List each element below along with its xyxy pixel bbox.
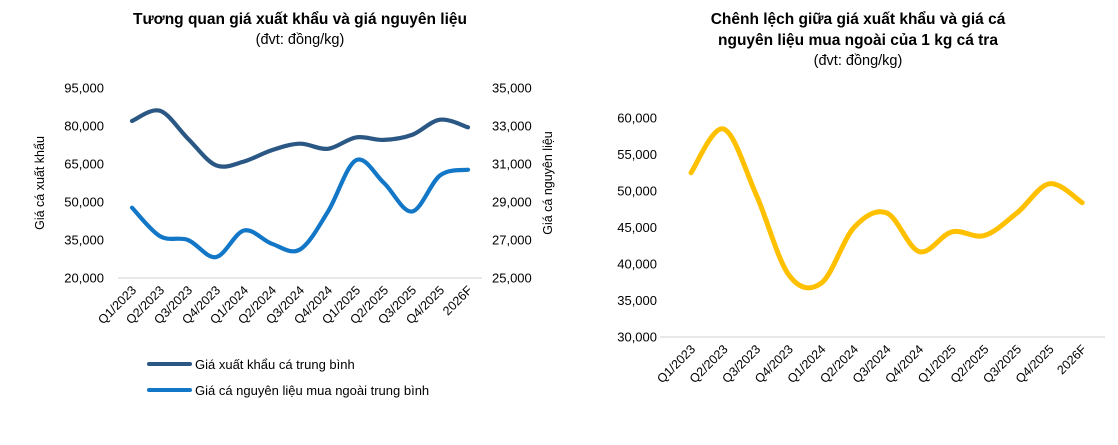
left-line-chart-plot: 20,000 35,000 50,000 65,000 80,000 95,000 Giá … [33, 81, 555, 328]
y-axis-tick-label-left: 95,000 [64, 81, 104, 96]
left-chart-subtitle: (đvt: đồng/kg) [255, 32, 345, 48]
legend-line-swatch-dark-blue [147, 362, 192, 366]
y-axis-tick-label-left: 65,000 [64, 157, 104, 172]
x-axis-tick-label: 2026F [440, 283, 475, 318]
left-chart-legend: Giá xuất khẩu cá trung bình Giá cá nguyê… [147, 353, 429, 405]
series-line-0 [688, 126, 1085, 291]
y-axis-tick-label-right: 35,000 [492, 81, 532, 96]
legend-item-export-price: Giá xuất khẩu cá trung bình [147, 353, 429, 375]
y-axis-tick-label-left: 60,000 [617, 111, 657, 126]
y-axis-tick-label-left: 55,000 [617, 147, 657, 162]
y-axis-tick-label-right: 25,000 [492, 271, 532, 286]
y-axis-tick-label-left: 50,000 [64, 195, 104, 210]
y-axis-title-right: Giá cá nguyên liệu [541, 131, 555, 235]
legend-label-export-price: Giá xuất khẩu cá trung bình [195, 356, 355, 372]
y-axis-tick-label-left: 50,000 [617, 184, 657, 199]
y-axis-tick-label-left: 45,000 [617, 220, 657, 235]
series-line-0 [129, 108, 471, 169]
left-chart-title: Tương quan giá xuất khẩu và giá nguyên l… [132, 11, 467, 28]
legend-label-raw-material-price: Giá cá nguyên liệu mua ngoài trung bình [195, 382, 430, 398]
y-axis-tick-label-left: 35,000 [64, 233, 104, 248]
y-axis-tick-label-left: 30,000 [617, 330, 657, 345]
right-chart-title-line-2: nguyên liệu mua ngoài của 1 kg cá tra [718, 32, 998, 49]
y-axis-tick-label-left: 35,000 [617, 293, 657, 308]
y-axis-tick-label-right: 29,000 [492, 195, 532, 210]
x-axis-tick-label: 2026F [1054, 342, 1089, 377]
right-line-chart-plot: 30,000 35,000 40,000 45,000 50,000 55,000 60,0… [617, 111, 1105, 386]
y-axis-tick-label-left: 20,000 [64, 271, 104, 286]
series-line-1 [129, 157, 471, 260]
y-axis-tick-label-right: 31,000 [492, 157, 532, 172]
right-chart-title-line-1: Chênh lệch giữa giá xuất khẩu và giá cá [710, 11, 1006, 28]
y-axis-title-left: Giá cá xuất khẩu [33, 136, 47, 230]
y-axis-tick-label-right: 33,000 [492, 119, 532, 134]
legend-line-swatch-light-blue [147, 388, 192, 392]
right-chart-title-block: Chênh lệch giữa giá xuất khẩu và giá cá … [600, 9, 1116, 72]
y-axis-tick-label-left: 80,000 [64, 119, 104, 134]
legend-item-raw-material-price: Giá cá nguyên liệu mua ngoài trung bình [147, 379, 429, 401]
right-chart-subtitle: (đvt: đồng/kg) [813, 53, 903, 69]
y-axis-tick-label-right: 27,000 [492, 233, 532, 248]
y-axis-tick-label-left: 40,000 [617, 257, 657, 272]
left-chart-title-block: Tương quan giá xuất khẩu và giá nguyên l… [30, 9, 570, 51]
